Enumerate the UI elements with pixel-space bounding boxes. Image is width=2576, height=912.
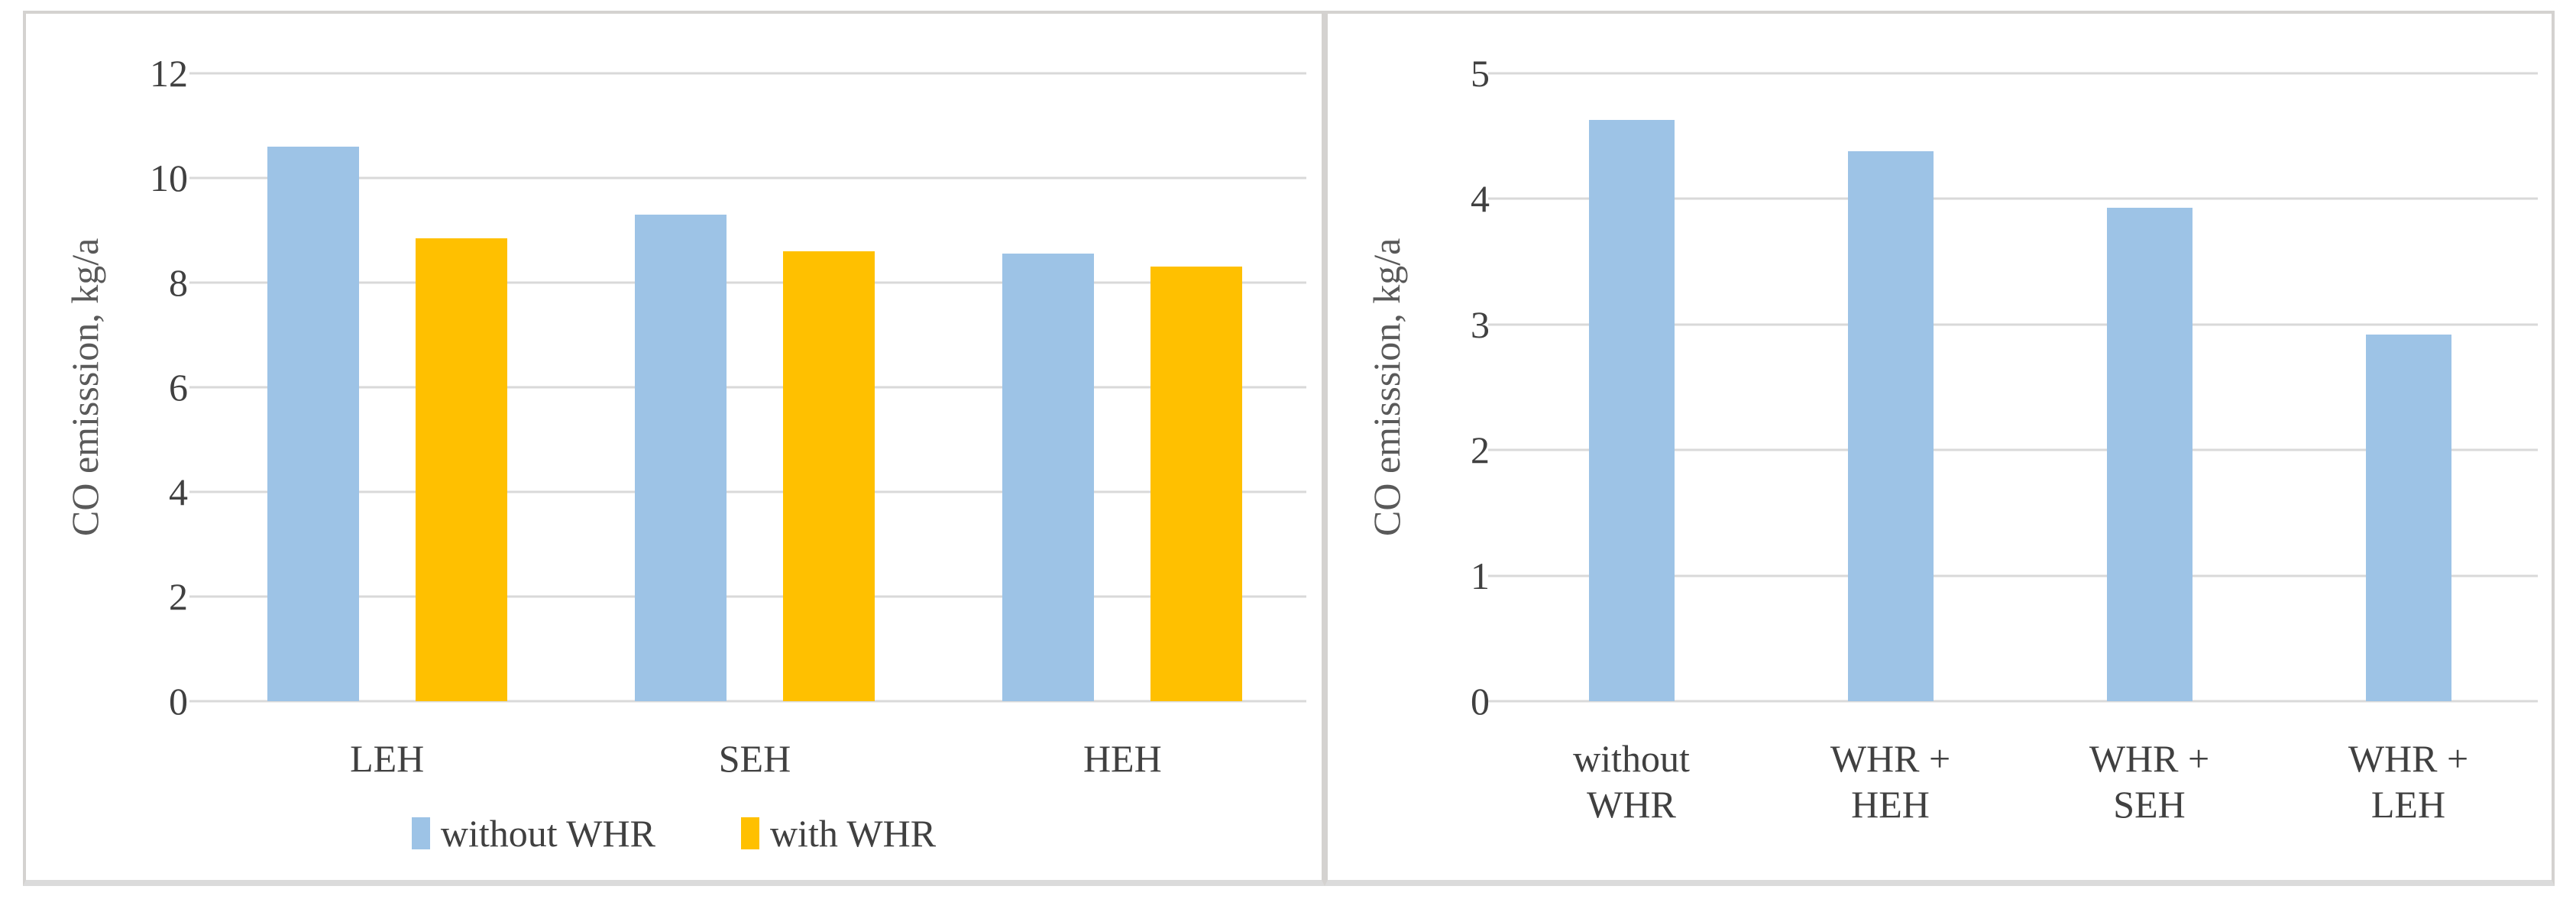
y-axis-ticks: 0 1 2 3 4 5 bbox=[1401, 54, 1490, 720]
bar-group-heh bbox=[939, 73, 1306, 701]
legend-item-with-whr: with WHR bbox=[740, 812, 937, 855]
legend-label: without WHR bbox=[440, 812, 655, 855]
gridline bbox=[189, 281, 1306, 284]
bar-group-whr-seh bbox=[2020, 73, 2279, 701]
legend-item-without-whr: without WHR bbox=[411, 812, 655, 855]
x-category-label-line: WHR + bbox=[2089, 737, 2210, 780]
x-axis-labels: without WHR WHR + HEH WHR + SEH WHR + LEH bbox=[1502, 736, 2538, 827]
x-category-label-line: HEH bbox=[1851, 783, 1930, 826]
x-category-label-leh: LEH bbox=[203, 736, 571, 781]
gridlines bbox=[189, 72, 1306, 703]
legend-label: with WHR bbox=[769, 812, 937, 855]
y-axis-ticks: 0 2 4 6 8 10 12 bbox=[99, 54, 188, 720]
bar-with-whr-seh bbox=[782, 251, 875, 701]
gridlines bbox=[1488, 72, 2538, 703]
bar-group-whr-leh bbox=[2279, 73, 2538, 701]
y-tick-label: 3 bbox=[1471, 302, 1490, 346]
x-category-label-seh: SEH bbox=[571, 736, 938, 781]
x-category-label-line: WHR + bbox=[2348, 737, 2469, 780]
y-tick-label: 5 bbox=[1471, 52, 1490, 95]
y-tick-label: 6 bbox=[169, 366, 188, 409]
bar-without-whr-heh bbox=[1002, 254, 1095, 701]
bar-with-whr-leh bbox=[415, 238, 507, 701]
legend: without WHR with WHR bbox=[26, 814, 1322, 852]
y-tick-label: 2 bbox=[1471, 429, 1490, 472]
x-category-label-whr-heh: WHR + HEH bbox=[1761, 736, 2020, 827]
x-category-label-line: WHR + bbox=[1830, 737, 1951, 780]
bar-with-whr-heh bbox=[1150, 267, 1243, 701]
y-tick-label: 2 bbox=[169, 575, 188, 618]
gridline bbox=[189, 386, 1306, 389]
x-category-label-line: WHR bbox=[1587, 783, 1676, 826]
gridline bbox=[189, 176, 1306, 179]
x-category-label-line: SEH bbox=[718, 737, 791, 780]
x-category-label-whr-leh: WHR + LEH bbox=[2279, 736, 2538, 827]
y-tick-label: 4 bbox=[169, 470, 188, 513]
x-category-label-line: SEH bbox=[2113, 783, 2186, 826]
bars bbox=[1502, 73, 2538, 701]
gridline bbox=[1488, 700, 2538, 703]
x-category-label-line: HEH bbox=[1083, 737, 1162, 780]
gridline bbox=[1488, 574, 2538, 577]
y-tick-label: 12 bbox=[150, 52, 188, 95]
x-category-label-whr-seh: WHR + SEH bbox=[2020, 736, 2279, 827]
x-category-label-line: LEH bbox=[350, 737, 425, 780]
x-category-label-without-whr: without WHR bbox=[1502, 736, 1761, 827]
bar-without-whr-leh bbox=[267, 146, 359, 701]
x-category-label-line: without bbox=[1573, 737, 1690, 780]
gridline bbox=[189, 72, 1306, 75]
gridline bbox=[189, 700, 1306, 703]
bar-group-leh bbox=[203, 73, 571, 701]
bars bbox=[203, 73, 1306, 701]
bar-without-whr-whr-seh bbox=[2106, 207, 2193, 701]
x-category-label-line: LEH bbox=[2371, 783, 2446, 826]
bar-without-whr-whr-leh bbox=[2365, 334, 2451, 701]
gridline bbox=[189, 595, 1306, 598]
y-tick-label: 0 bbox=[1471, 680, 1490, 723]
x-category-label-heh: HEH bbox=[939, 736, 1306, 781]
plot-area bbox=[189, 72, 1306, 703]
gridline bbox=[1488, 323, 2538, 326]
bar-group-seh bbox=[571, 73, 938, 701]
y-tick-label: 1 bbox=[1471, 554, 1490, 597]
gridline bbox=[1488, 197, 2538, 200]
left-chart-panel: CO emisssion, kg/a 0 2 4 6 8 10 12 LEH SEH HEH w… bbox=[23, 11, 1325, 886]
y-tick-label: 8 bbox=[169, 260, 188, 304]
bar-without-whr-whr-heh bbox=[1847, 150, 1934, 701]
gridline bbox=[1488, 72, 2538, 75]
x-axis-labels: LEH SEH HEH bbox=[203, 736, 1306, 781]
gridline bbox=[1488, 448, 2538, 451]
y-tick-label: 0 bbox=[169, 680, 188, 723]
legend-swatch-without-whr bbox=[411, 817, 430, 849]
bar-group-without-whr bbox=[1502, 73, 1761, 701]
legend-swatch-with-whr bbox=[740, 817, 759, 849]
gridline bbox=[189, 490, 1306, 493]
plot-area bbox=[1488, 72, 2538, 703]
y-tick-label: 4 bbox=[1471, 177, 1490, 221]
y-tick-label: 10 bbox=[150, 156, 188, 199]
bar-without-whr-without-whr bbox=[1588, 119, 1675, 701]
bar-group-whr-heh bbox=[1761, 73, 2020, 701]
bar-without-whr-seh bbox=[634, 214, 727, 701]
